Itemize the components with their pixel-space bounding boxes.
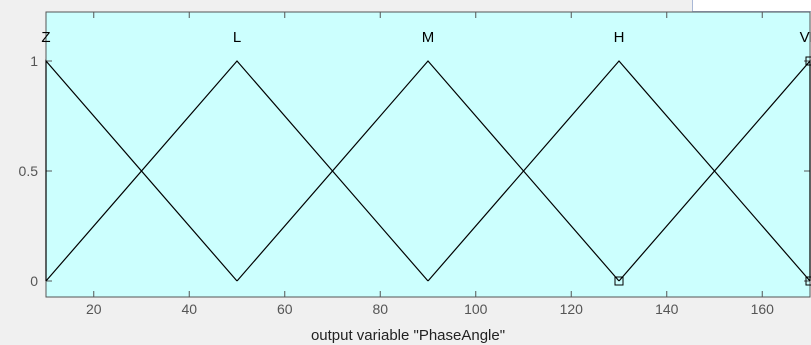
x-tick-label: 60 [277, 301, 293, 317]
plot-marks: 20 40 60 80 100 120 140 160 0 0.5 1Z L M H VH [19, 12, 811, 317]
mf-label-m: M [422, 29, 435, 46]
mf-curve-vh [618, 59, 811, 282]
mf-vertex-marker [805, 276, 811, 286]
y-tick-label: 0.5 [19, 163, 39, 179]
y-tick-label: 0 [30, 273, 38, 289]
x-tick-label: 20 [86, 301, 102, 317]
x-axis-title: output variable "PhaseAngle" [311, 327, 505, 344]
mf-label-vh: VH [800, 29, 811, 46]
mf-curve-m [236, 60, 620, 282]
x-tick-label: 160 [751, 301, 775, 317]
mf-label-h: H [614, 29, 625, 46]
mf-curve-h [427, 60, 811, 282]
x-tick-label: 120 [560, 301, 584, 317]
mf-label-z: Z [41, 29, 50, 46]
x-tick-label: 40 [181, 301, 197, 317]
mf-curve-l [45, 60, 429, 282]
mf-vertex-marker [805, 56, 811, 66]
mf-label-l: L [233, 29, 241, 46]
x-tick-label: 100 [464, 301, 488, 317]
x-tick-label: 140 [655, 301, 679, 317]
x-tick-label: 80 [372, 301, 388, 317]
mf-vertex-marker [614, 276, 624, 286]
plot-area[interactable] [45, 11, 811, 298]
y-tick-label: 1 [30, 53, 38, 69]
mf-curve-z [45, 59, 238, 282]
